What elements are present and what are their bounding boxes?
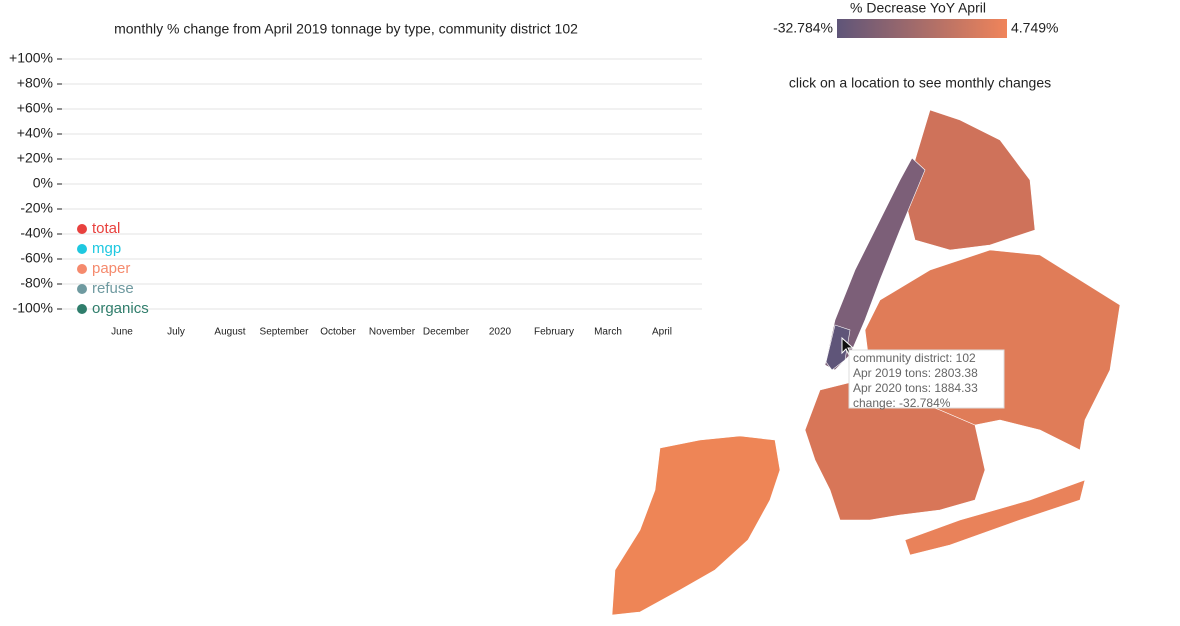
y-tick-label: -20% <box>20 200 53 216</box>
legend-dot <box>77 224 87 234</box>
legend-label: organics <box>92 300 149 317</box>
y-tick-label: +80% <box>17 75 53 91</box>
x-tick-label: August <box>214 327 245 338</box>
line-chart: +100% +80% +60% +40% +20% 0% -20% -40% -60% -80% -… <box>9 50 702 338</box>
x-tick-label: June <box>111 327 133 338</box>
tooltip-line: Apr 2020 tons: 1884.33 <box>853 381 978 395</box>
manhattan[interactable] <box>824 157 926 371</box>
x-tick-label: November <box>369 327 416 338</box>
tooltip-line: change: -32.784% <box>853 396 951 410</box>
legend-dot <box>77 244 87 254</box>
y-tick-label: -40% <box>20 225 53 241</box>
map-legend-title: % Decrease YoY April <box>850 0 986 16</box>
x-tick-label: July <box>167 327 185 338</box>
x-tick-label: December <box>423 327 470 338</box>
chart-title: monthly % change from April 2019 tonnage… <box>114 21 578 37</box>
x-tick-label: February <box>534 327 574 338</box>
color-scale <box>837 19 1007 38</box>
legend-dot <box>77 264 87 274</box>
legend-label: total <box>92 220 120 237</box>
rockaway[interactable] <box>904 479 1086 556</box>
y-tick-label: -60% <box>20 250 53 266</box>
district-102[interactable] <box>825 324 851 371</box>
tooltip-line: Apr 2019 tons: 2803.38 <box>853 366 978 380</box>
legend-label: refuse <box>92 280 134 297</box>
legend-dot <box>77 304 87 314</box>
x-tick-label: 2020 <box>489 327 512 338</box>
y-tick-label: +20% <box>17 150 53 166</box>
y-tick-label: -100% <box>13 300 53 316</box>
x-tick-label: September <box>260 327 310 338</box>
tooltip <box>848 349 1005 409</box>
staten-island[interactable] <box>611 435 781 616</box>
scale-min: -32.784% <box>773 20 833 36</box>
y-tick-label: +60% <box>17 100 53 116</box>
x-tick-label: March <box>594 327 622 338</box>
y-tick-label: +40% <box>17 125 53 141</box>
bronx[interactable] <box>904 109 1036 251</box>
legend-dot <box>77 284 87 294</box>
y-tick-label: +100% <box>9 50 53 66</box>
instruction: click on a location to see monthly chang… <box>789 75 1051 91</box>
tooltip-line: community district: 102 <box>853 351 976 365</box>
x-tick-label: October <box>320 327 356 338</box>
y-tick-label: 0% <box>33 175 53 191</box>
legend-label: mgp <box>92 240 121 257</box>
legend-label: paper <box>92 260 130 277</box>
scale-max: 4.749% <box>1011 20 1058 36</box>
y-tick-label: -80% <box>20 275 53 291</box>
x-tick-label: April <box>652 327 672 338</box>
